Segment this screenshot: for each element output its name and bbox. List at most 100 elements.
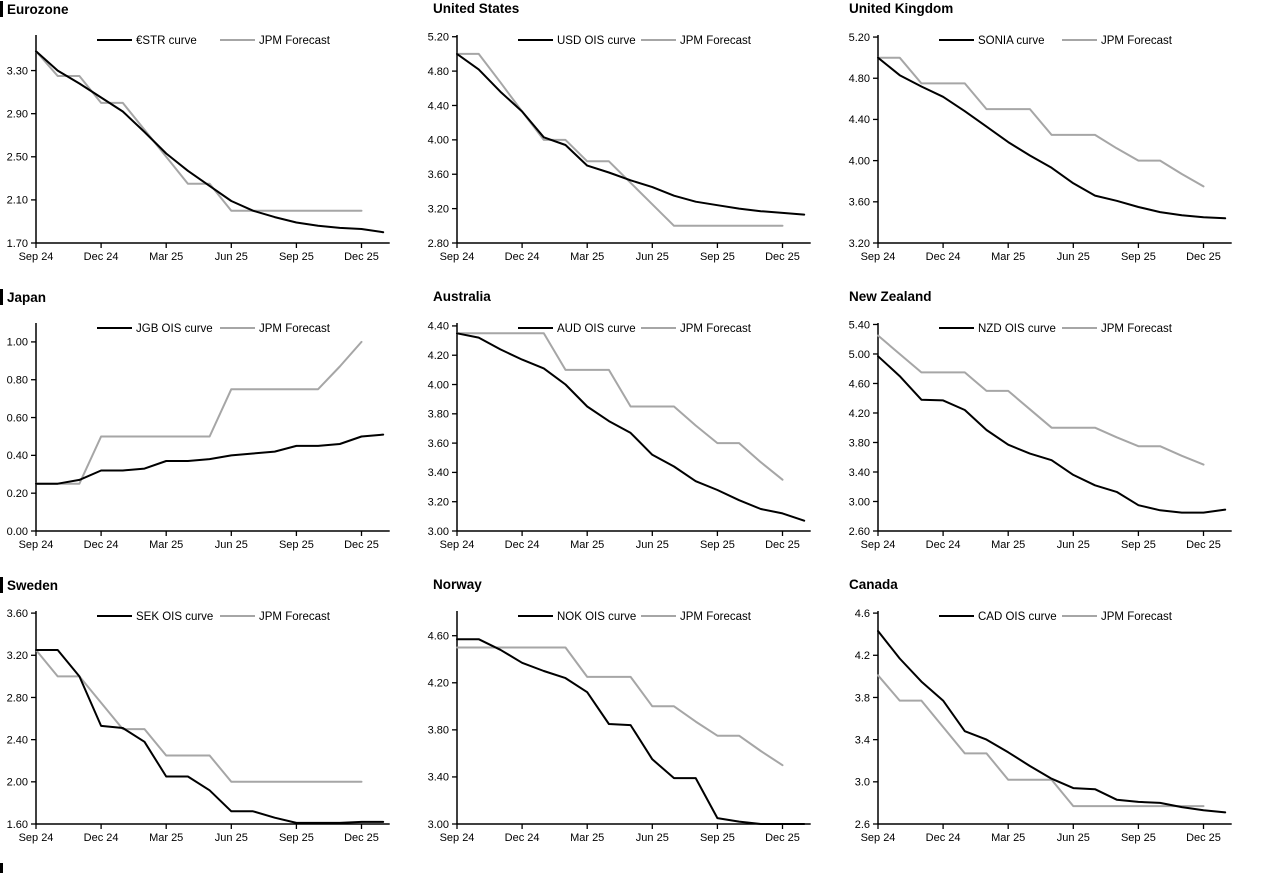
series-line-jpm-forecast [456,52,784,227]
y-tick-label: 3.80 [428,409,449,421]
x-tick-label: Mar 25 [570,539,604,551]
y-tick-label: 5.20 [849,32,870,44]
chart-plot-new-zealand: 2.60 3.00 3.40 3.80 4.20 4.60 5.00 5.40 Sep 24 De… [849,319,1232,551]
y-tick-label: 0.40 [7,450,28,462]
x-tick-label: Dec 25 [344,251,379,263]
legend-label: JPM Forecast [1101,35,1173,47]
x-tick-label: Sep 25 [1121,832,1156,844]
y-tick-label: 3.00 [428,526,449,538]
x-tick-label: Dec 24 [505,832,540,844]
section-bar [0,1,3,17]
chart-title-text: United Kingdom [849,1,954,16]
x-tick-label: Dec 24 [505,251,540,263]
y-tick-label: 3.20 [849,238,870,250]
series-line-jpm-forecast [35,50,363,212]
y-tick-label: 4.00 [428,379,449,391]
x-tick-label: Mar 25 [991,539,1025,551]
y-tick-label: 3.60 [7,608,28,620]
chart-plot-sweden: 1.60 2.00 2.40 2.80 3.20 3.60 Sep 24 Dec 24 Mar … [7,608,390,844]
x-tick-label: Jun 25 [636,539,669,551]
chart-title: Sweden [0,577,58,593]
chart-cell-australia: Australia 3.00 3.20 3.40 3.60 3.80 4.00 4.20 4.4… [421,288,842,576]
x-tick-label: Dec 24 [84,251,119,263]
x-tick-label: Jun 25 [636,832,669,844]
x-tick-label: Jun 25 [1057,251,1090,263]
y-tick-label: 2.90 [7,108,28,120]
x-tick-label: Sep 25 [700,251,735,263]
series-line-jpm-forecast [877,334,1205,466]
x-tick-label: Mar 25 [149,832,183,844]
chart-plot-japan: 0.00 0.20 0.40 0.60 0.80 1.00 Sep 24 Dec 24 Mar … [7,323,390,551]
y-tick-label: 2.00 [7,777,28,789]
chart-title-text: Norway [433,577,482,592]
y-tick-label: 4.40 [428,321,449,333]
chart-title: United States [433,1,519,16]
chart-plot-eurozone: 1.70 2.10 2.50 2.90 3.30 Sep 24 Dec 24 Mar 25 Ju… [7,35,390,263]
legend-label: JPM Forecast [1101,323,1173,335]
y-tick-label: 3.20 [428,203,449,215]
legend-label: JPM Forecast [259,323,331,335]
x-tick-label: Dec 24 [505,539,540,551]
series-line-jpm-forecast [35,649,363,783]
series-line-nzd-ois-curve [877,355,1227,514]
x-tick-label: Mar 25 [149,251,183,263]
y-tick-label: 1.70 [7,238,28,250]
y-tick-label: 4.6 [855,608,870,620]
x-tick-label: Dec 25 [765,539,800,551]
y-tick-label: 3.00 [849,496,870,508]
y-tick-label: 5.20 [428,32,449,44]
chart-title-text: Canada [849,577,898,592]
chart-title-text: New Zealand [849,289,932,304]
y-tick-label: 5.40 [849,319,870,331]
series-line-aud-ois-curve [456,332,806,522]
x-tick-label: Sep 24 [19,539,54,551]
series-line-usd-ois-curve [456,52,806,216]
y-tick-label: 3.0 [855,777,870,789]
y-tick-label: 0.80 [7,375,28,387]
y-tick-label: 2.40 [7,734,28,746]
series-line-sonia-curve [877,56,1227,220]
x-tick-label: Mar 25 [570,251,604,263]
series-line-jpm-forecast [456,332,784,481]
legend-label: JPM Forecast [680,323,752,335]
chart-title: Japan [0,289,46,305]
y-tick-label: 2.80 [7,692,28,704]
x-tick-label: Sep 25 [1121,251,1156,263]
y-tick-label: 5.00 [849,349,870,361]
chart-plot-united-kingdom: 3.20 3.60 4.00 4.40 4.80 5.20 Sep 24 Dec 24 Mar … [849,32,1232,263]
chart-title-text: Sweden [7,577,59,593]
y-tick-label: 3.80 [849,437,870,449]
section-bar [0,577,3,593]
x-tick-label: Jun 25 [636,251,669,263]
y-tick-label: 3.20 [428,497,449,509]
chart-title: Norway [433,577,482,592]
series-line-jgb-ois-curve [35,433,385,485]
chart-title-text: Australia [433,289,491,304]
y-tick-label: 2.80 [428,238,449,250]
y-tick-label: 3.60 [428,438,449,450]
x-tick-label: Dec 25 [344,832,379,844]
x-tick-label: Mar 25 [570,832,604,844]
x-tick-label: Dec 25 [1186,251,1221,263]
y-tick-label: 1.00 [7,337,28,349]
x-tick-label: Dec 24 [926,539,961,551]
series-line-jpm-forecast [456,646,784,767]
series-line-jpm-forecast [877,674,1205,808]
section-bar [0,289,3,305]
y-tick-label: 4.20 [428,678,449,690]
legend-label: JPM Forecast [259,611,331,623]
x-tick-label: Dec 24 [84,539,119,551]
y-tick-label: 2.10 [7,195,28,207]
y-tick-label: 3.20 [7,650,28,662]
x-tick-label: Dec 25 [344,539,379,551]
y-tick-label: 3.40 [428,772,449,784]
y-tick-label: 2.6 [855,819,870,831]
legend-label: €STR curve [136,35,197,47]
series-line-nok-ois-curve [456,638,806,825]
legend-label: NZD OIS curve [978,323,1056,335]
y-tick-label: 2.60 [849,526,870,538]
y-tick-label: 4.60 [428,631,449,643]
chart-cell-japan: Japan 0.00 0.20 0.40 0.60 0.80 1.00 Sep 24 Dec 2… [0,288,421,576]
series-line-jpm-forecast [35,340,363,485]
legend-label: NOK OIS curve [557,611,636,623]
